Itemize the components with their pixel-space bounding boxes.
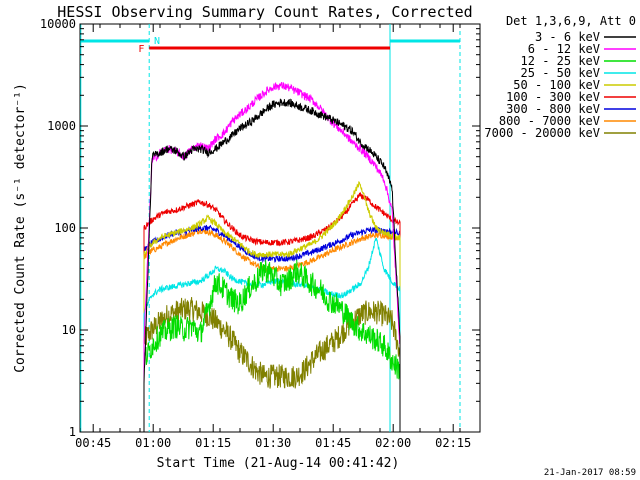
legend-entry-label: 100 - 300 keV — [506, 90, 600, 104]
y-tick-label: 10 — [62, 323, 76, 337]
series-line — [143, 224, 401, 432]
footer-date: 21-Jan-2017 08:59 — [544, 468, 636, 478]
legend-entry-label: 12 - 25 keV — [521, 54, 600, 68]
y-axis: 1 10 100 1000 10000 — [40, 17, 480, 439]
series-line — [143, 259, 401, 432]
series-line — [143, 82, 401, 432]
y-tick-label: 100 — [54, 221, 76, 235]
legend-entry-label: 3 - 6 keV — [535, 30, 600, 44]
series-line — [143, 98, 401, 432]
x-tick-label: 02:00 — [375, 436, 411, 450]
series-line — [143, 296, 401, 432]
legend-entry-label: 25 - 50 keV — [521, 66, 600, 80]
plot-area: NF — [79, 23, 481, 433]
y-tick-label: 10000 — [40, 17, 76, 31]
legend-entry-label: 800 - 7000 keV — [499, 114, 600, 128]
x-axis: 00:45 01:00 01:15 01:30 01:45 02:00 02:15 — [75, 24, 481, 450]
series-line — [143, 227, 401, 432]
series-line — [143, 192, 401, 432]
y-tick-label: 1000 — [47, 119, 76, 133]
flag-f-label: F — [138, 44, 144, 55]
y-tick-label: 1 — [69, 425, 76, 439]
y-axis-label: Corrected Count Rate (s⁻¹ detector⁻¹) — [13, 83, 28, 373]
x-tick-label: 00:45 — [75, 436, 111, 450]
legend-entry-label: 6 - 12 keV — [528, 42, 600, 56]
x-tick-label: 01:45 — [315, 436, 351, 450]
flag-n-label: N — [154, 36, 160, 47]
x-tick-label: 01:15 — [195, 436, 231, 450]
x-tick-label: 01:00 — [135, 436, 171, 450]
x-tick-label: 01:30 — [255, 436, 291, 450]
x-tick-label: 02:15 — [435, 436, 471, 450]
legend-entry-label: 300 - 800 keV — [506, 102, 600, 116]
series-line — [143, 181, 401, 432]
legend-entry-label: 7000 - 20000 keV — [484, 126, 600, 140]
chart-title: HESSI Observing Summary Count Rates, Cor… — [57, 3, 472, 21]
x-axis-label: Start Time (21-Aug-14 00:41:42) — [157, 456, 400, 471]
legend-header: Det 1,3,6,9, Att 0 — [506, 14, 636, 28]
legend-entry-label: 50 - 100 keV — [513, 78, 600, 92]
